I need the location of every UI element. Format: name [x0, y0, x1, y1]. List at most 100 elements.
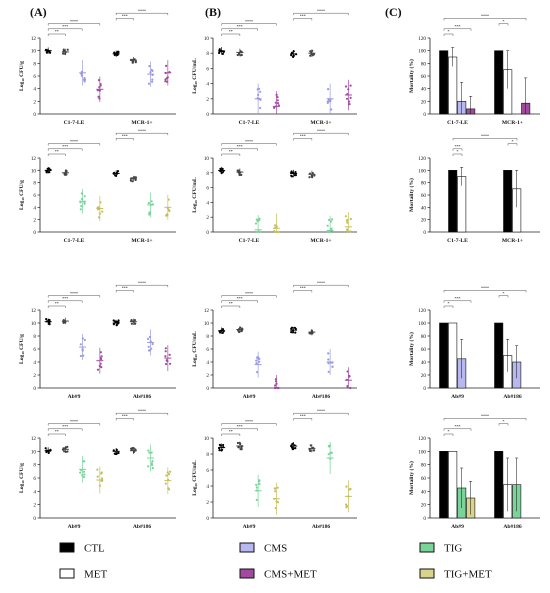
y-tick-label: 80: [421, 334, 427, 340]
y-axis-label: Log₁₀ CFU/mL: [192, 58, 198, 94]
significance-bracket: [452, 153, 463, 156]
significance-mark: ****: [317, 128, 325, 133]
data-point: [326, 100, 329, 103]
significance-mark: ***: [62, 424, 68, 429]
data-point: [291, 442, 294, 445]
significance-bracket: [293, 18, 313, 21]
y-tick-label: 0: [206, 516, 209, 522]
significance-bracket: [221, 148, 258, 151]
y-tick-label: 0: [206, 386, 209, 392]
data-point: [133, 319, 136, 322]
data-point: [79, 343, 82, 346]
y-tick-label: 2: [33, 373, 36, 379]
category-label: MCR-1+: [131, 238, 152, 244]
data-point: [96, 368, 100, 371]
data-point: [45, 51, 49, 54]
data-point: [222, 443, 225, 447]
data-point: [327, 358, 330, 361]
category-label: Ab#9: [451, 394, 464, 400]
significance-bracket: [443, 28, 472, 31]
bar: [503, 170, 513, 233]
data-point: [277, 104, 280, 107]
y-axis-label: Log₁₀ CFU/g: [19, 180, 25, 210]
data-point: [100, 477, 104, 480]
legend-label: TIG: [444, 543, 462, 555]
significance-bracket: [221, 428, 258, 431]
data-point: [345, 97, 349, 100]
data-point: [331, 218, 334, 221]
data-point: [113, 51, 116, 54]
data-point: [66, 48, 69, 51]
significance-bracket: [115, 138, 134, 141]
significance-mark: ****: [317, 8, 325, 13]
significance-bracket: [443, 18, 527, 21]
significance-bracket: [221, 433, 241, 436]
significance-mark: ****: [317, 408, 325, 413]
data-point: [101, 210, 104, 213]
significance-bracket: [47, 28, 83, 31]
legend-label: CTL: [84, 543, 105, 555]
significance-bracket: [47, 148, 83, 151]
category-label: MCR-1+: [131, 120, 152, 126]
y-tick-label: 10: [204, 36, 210, 42]
y-tick-label: 60: [421, 193, 427, 199]
data-point: [291, 331, 294, 334]
data-point: [100, 472, 103, 475]
bar: [439, 450, 449, 519]
significance-bracket: [293, 412, 349, 416]
category-label: C1-7-LE: [239, 238, 260, 244]
bar: [494, 450, 504, 519]
y-tick-label: 40: [421, 489, 427, 495]
significance-mark: ***: [455, 24, 461, 29]
data-point: [313, 174, 316, 177]
significance-bracket: [293, 418, 313, 421]
significance-mark: ***: [237, 24, 243, 29]
y-tick-label: 4: [33, 87, 36, 93]
data-point: [116, 53, 119, 57]
significance-mark: *: [448, 429, 450, 434]
y-tick-label: 60: [421, 476, 427, 482]
data-point: [150, 200, 153, 203]
significance-bracket: [443, 33, 454, 36]
significance-mark: *: [503, 291, 505, 296]
data-point: [81, 474, 84, 477]
data-point: [150, 462, 153, 465]
y-axis-label: Mortality (%): [408, 178, 415, 212]
data-point: [255, 486, 258, 489]
data-point: [294, 171, 297, 174]
y-tick-label: 0: [33, 386, 36, 392]
data-point: [276, 501, 280, 504]
significance-bracket: [47, 153, 66, 156]
category-label: MCR-1+: [310, 120, 331, 126]
plot-C1: 0 20 40 60 80 100 120 Mortality (%) C1-7-LE MCR-1…: [408, 14, 540, 126]
data-point: [290, 327, 293, 330]
significance-mark: ****: [138, 408, 146, 413]
data-point: [330, 451, 333, 454]
significance-bracket: [221, 295, 277, 298]
category-label: Ab#186: [312, 524, 331, 530]
data-point: [349, 96, 352, 99]
y-tick-label: 12: [31, 36, 37, 42]
bar: [494, 322, 504, 389]
significance-mark: ****: [70, 419, 78, 424]
data-point: [313, 449, 316, 452]
y-tick-label: 6: [206, 186, 209, 192]
data-point: [165, 64, 168, 67]
data-point: [79, 354, 82, 358]
category-label: Ab#186: [503, 394, 522, 400]
data-point: [97, 95, 100, 98]
significance-bracket: [47, 33, 66, 36]
significance-mark: ***: [62, 144, 68, 149]
significance-bracket: [443, 290, 527, 293]
significance-bracket: [221, 23, 277, 26]
data-point: [147, 345, 150, 348]
legend-label: MET: [84, 569, 108, 581]
data-point: [346, 221, 349, 224]
data-point: [167, 487, 170, 490]
data-point: [221, 331, 224, 334]
data-point: [221, 52, 224, 56]
legend: CTL MET CMS CMS+MET TIG TIG+MET: [59, 542, 492, 581]
data-point: [290, 54, 293, 57]
significance-mark: ****: [70, 139, 78, 144]
